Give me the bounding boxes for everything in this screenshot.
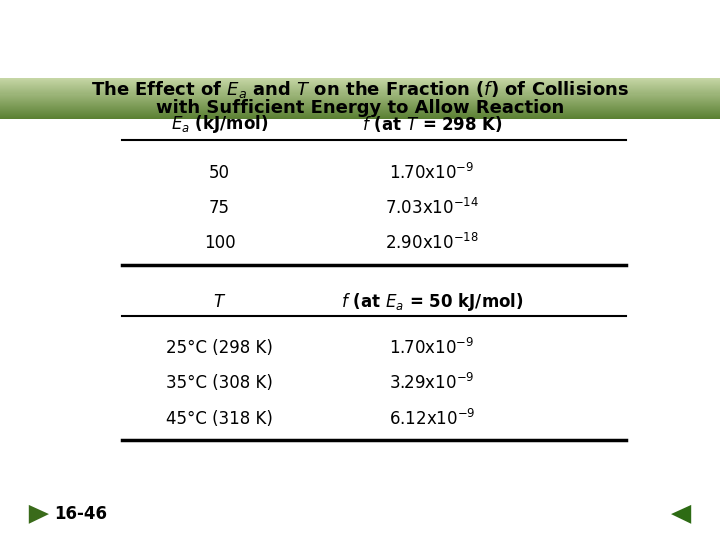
Bar xyxy=(0,88,720,90)
Bar xyxy=(0,110,720,112)
Text: with Sufficient Energy to Allow Reaction: with Sufficient Energy to Allow Reaction xyxy=(156,99,564,117)
Bar xyxy=(0,82,720,83)
Bar xyxy=(0,114,720,116)
Bar xyxy=(0,86,720,87)
Bar xyxy=(0,81,720,82)
Bar xyxy=(0,111,720,113)
Bar xyxy=(0,94,720,96)
Bar xyxy=(0,98,720,99)
Text: 100: 100 xyxy=(204,234,235,252)
Bar xyxy=(0,108,720,110)
Bar xyxy=(0,89,720,90)
Bar xyxy=(0,84,720,85)
Bar xyxy=(0,93,720,94)
Bar xyxy=(0,109,720,111)
Bar xyxy=(0,112,720,114)
Text: The Effect of $E_a$ and $T$ on the Fraction ($f$) of Collisions: The Effect of $E_a$ and $T$ on the Fract… xyxy=(91,79,629,100)
Bar xyxy=(0,79,720,80)
Text: 2.90x10$^{-18}$: 2.90x10$^{-18}$ xyxy=(385,233,479,253)
Text: 1.70x10$^{-9}$: 1.70x10$^{-9}$ xyxy=(390,338,474,359)
Text: $E_a$ (kJ/mol): $E_a$ (kJ/mol) xyxy=(171,113,269,135)
Text: $f$ (at $E_a$ = 50 kJ/mol): $f$ (at $E_a$ = 50 kJ/mol) xyxy=(341,292,523,313)
Bar xyxy=(0,96,720,98)
Text: 50: 50 xyxy=(209,164,230,182)
Text: 7.03x10$^{-14}$: 7.03x10$^{-14}$ xyxy=(385,198,479,218)
Text: 35°C (308 K): 35°C (308 K) xyxy=(166,374,273,393)
Bar xyxy=(0,87,720,89)
Bar xyxy=(0,99,720,100)
Text: $T$: $T$ xyxy=(213,293,226,312)
Text: 16-46: 16-46 xyxy=(54,505,107,523)
Bar xyxy=(0,106,720,107)
Bar xyxy=(0,100,720,102)
Bar xyxy=(0,115,720,117)
Bar xyxy=(0,92,720,93)
Text: 25°C (298 K): 25°C (298 K) xyxy=(166,339,273,357)
Bar xyxy=(0,90,720,91)
Bar xyxy=(0,103,720,105)
Polygon shape xyxy=(29,505,49,524)
Text: 45°C (318 K): 45°C (318 K) xyxy=(166,409,273,428)
Bar xyxy=(0,95,720,97)
Bar xyxy=(0,80,720,82)
Bar xyxy=(0,85,720,86)
Bar xyxy=(0,83,720,84)
Polygon shape xyxy=(671,505,691,524)
Text: 1.70x10$^{-9}$: 1.70x10$^{-9}$ xyxy=(390,163,474,183)
Bar xyxy=(0,102,720,104)
Text: 75: 75 xyxy=(209,199,230,217)
Text: 6.12x10$^{-9}$: 6.12x10$^{-9}$ xyxy=(389,408,475,429)
Bar xyxy=(0,91,720,92)
Bar xyxy=(0,78,720,79)
Bar xyxy=(0,113,720,115)
Bar xyxy=(0,116,720,118)
Bar xyxy=(0,117,720,119)
Bar xyxy=(0,107,720,109)
Bar xyxy=(0,97,720,98)
Bar xyxy=(0,105,720,106)
Text: $f$ (at $T$ = 298 K): $f$ (at $T$ = 298 K) xyxy=(361,114,503,134)
Text: 3.29x10$^{-9}$: 3.29x10$^{-9}$ xyxy=(390,373,474,394)
Bar xyxy=(0,104,720,106)
Bar xyxy=(0,101,720,103)
